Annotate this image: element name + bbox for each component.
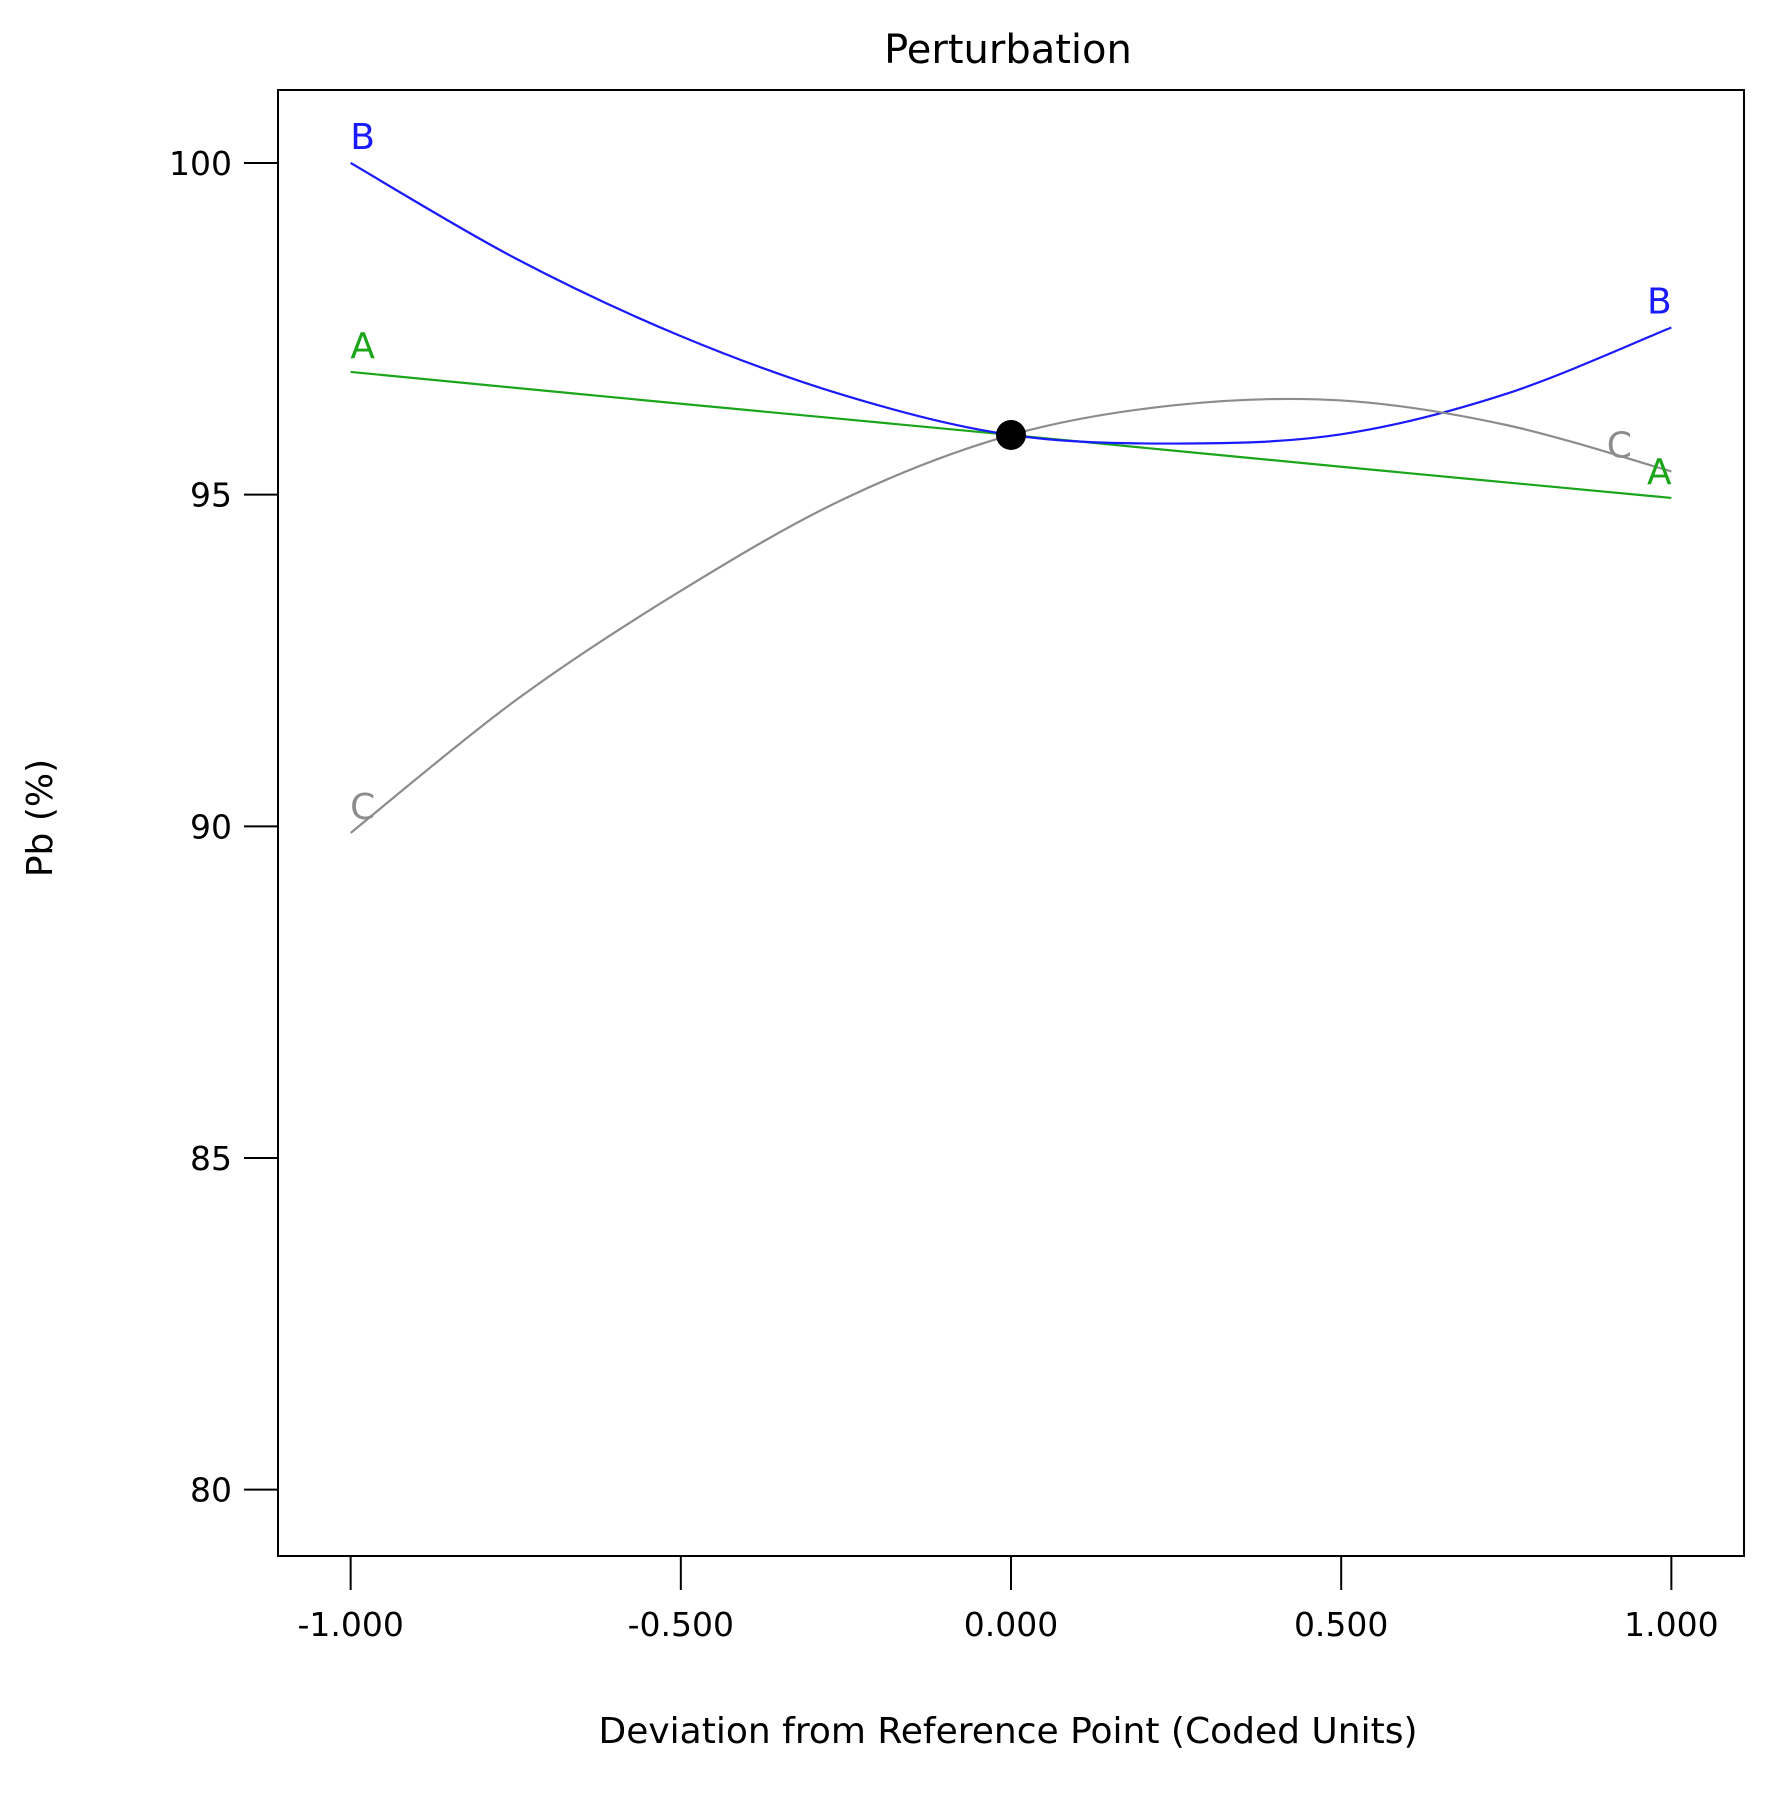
- series-label-a-end: A: [1647, 452, 1672, 493]
- y-tick-label: 80: [190, 1471, 232, 1510]
- chart-title: Perturbation: [884, 27, 1132, 73]
- series-label-a-start: A: [350, 326, 375, 367]
- series-label-c-end: C: [1607, 425, 1632, 466]
- reference-point-marker: [996, 419, 1026, 450]
- x-tick-label: 1.000: [1624, 1605, 1718, 1644]
- x-tick-label: 0.500: [1294, 1605, 1388, 1644]
- series-line-c: [349, 397, 1672, 834]
- series-label-b-end: B: [1647, 281, 1672, 322]
- reference-point-layer: [996, 419, 1026, 450]
- series-labels: A A B B C C: [350, 117, 1672, 828]
- x-axis: -1.000 -0.500 0.000 0.500 1.000: [297, 1556, 1719, 1644]
- series-label-b-start: B: [350, 117, 375, 158]
- y-tick-label: 100: [169, 144, 232, 183]
- y-tick-label: 85: [190, 1139, 232, 1178]
- y-tick-label: 90: [190, 807, 232, 846]
- y-tick-label: 95: [190, 476, 232, 515]
- x-tick-label: 0.000: [964, 1605, 1058, 1644]
- x-tick-label: -1.000: [297, 1605, 403, 1644]
- y-axis: 80 85 90 95 100: [169, 144, 278, 1510]
- y-axis-title: Pb (%): [20, 759, 61, 877]
- x-tick-label: -0.500: [628, 1605, 734, 1644]
- series-label-c-start: C: [350, 787, 375, 828]
- x-axis-title: Deviation from Reference Point (Coded Un…: [599, 1711, 1418, 1752]
